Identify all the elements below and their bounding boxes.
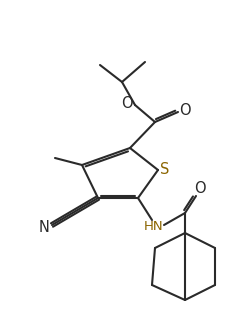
Text: O: O — [179, 103, 191, 118]
Text: N: N — [39, 220, 49, 235]
Text: O: O — [194, 180, 206, 195]
Text: O: O — [121, 96, 133, 111]
Text: HN: HN — [144, 219, 164, 232]
Text: S: S — [160, 162, 170, 176]
